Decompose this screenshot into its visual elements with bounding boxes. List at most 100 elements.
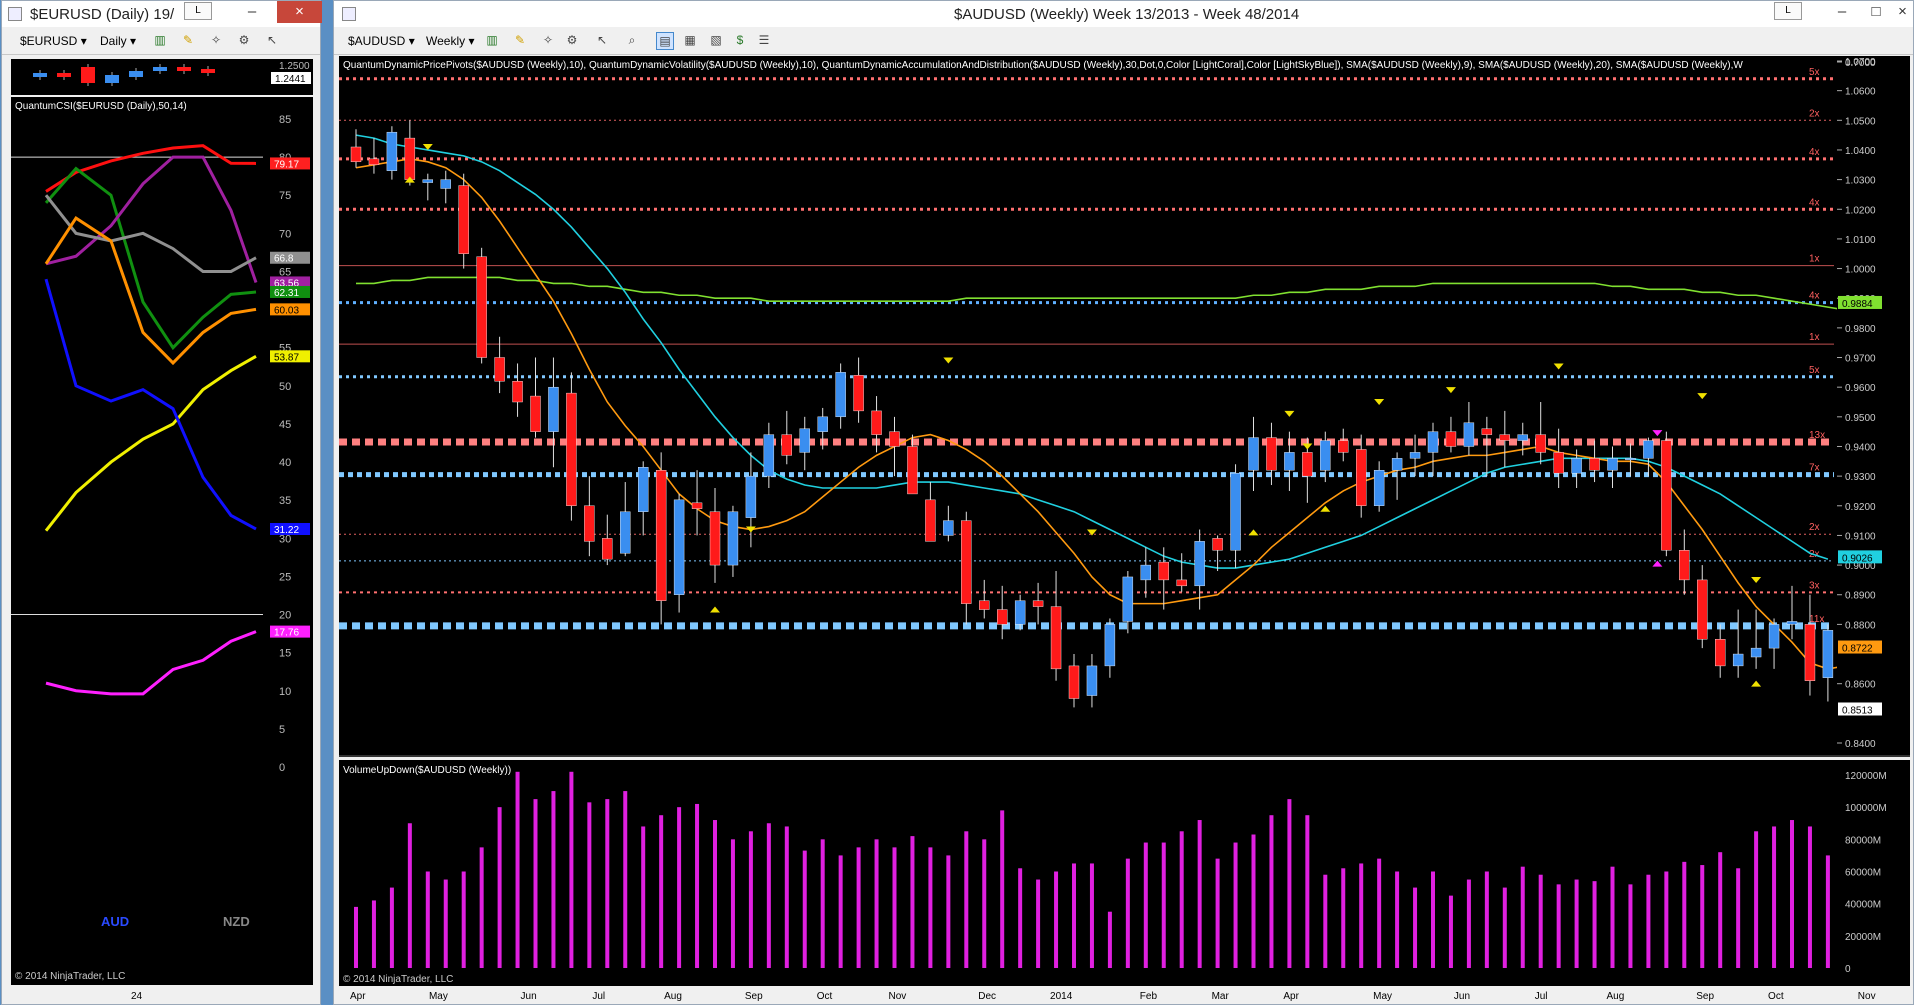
data-box-icon[interactable]: ▦ bbox=[684, 33, 696, 47]
volume-bar bbox=[1556, 884, 1561, 968]
candle-body bbox=[925, 499, 936, 542]
date-axis-label: Sep bbox=[1696, 991, 1714, 1002]
candle-body bbox=[979, 600, 990, 610]
pivot-level-tag: 4x bbox=[1809, 291, 1820, 302]
candle-body bbox=[1714, 639, 1726, 667]
strategy-icon[interactable]: ⚙ bbox=[566, 33, 578, 47]
cursor-icon[interactable]: ↖ bbox=[596, 33, 608, 47]
volume-bar bbox=[1790, 820, 1794, 968]
pivot-level-tag: 1x bbox=[1809, 332, 1820, 343]
candle-body bbox=[1248, 437, 1259, 471]
candle-body bbox=[1338, 440, 1349, 453]
arrow-down-marker bbox=[1374, 399, 1385, 406]
volume-bar bbox=[748, 831, 753, 968]
volume-bar bbox=[515, 771, 520, 968]
left-interval-dropdown[interactable]: Daily ▾ bbox=[100, 34, 137, 48]
volume-bar bbox=[838, 855, 843, 968]
price-axis-tick: 0.7000 bbox=[1845, 58, 1876, 69]
properties-icon[interactable]: ☰ bbox=[758, 33, 770, 47]
main-window-title: $AUDUSD (Weekly) Week 13/2013 - Week 48/… bbox=[954, 6, 1300, 23]
left-price-tick: 1.2500 bbox=[279, 61, 310, 72]
draw-tool-icon[interactable]: ✎ bbox=[514, 33, 526, 47]
left-symbol-dropdown[interactable]: $EURUSD ▾ bbox=[20, 34, 87, 48]
sma9-badge-text: 0.8722 bbox=[1842, 644, 1873, 655]
volume-bar bbox=[659, 815, 664, 968]
csi-value-badge-text: 60.03 bbox=[274, 305, 299, 316]
candle-body bbox=[602, 538, 613, 560]
candle-body bbox=[1391, 458, 1403, 471]
candle-body bbox=[1499, 434, 1511, 441]
date-axis-label: 2014 bbox=[1050, 991, 1073, 1002]
volume-bar bbox=[1520, 866, 1525, 968]
maximize-button[interactable]: □ bbox=[1871, 3, 1881, 20]
left-date-label: 24 bbox=[131, 991, 143, 1002]
csi-series-line bbox=[45, 155, 258, 283]
csi-value-badge-text: 53.87 bbox=[274, 352, 299, 363]
volume-axis-background bbox=[1837, 760, 1910, 986]
candle-body bbox=[1517, 434, 1528, 441]
minimize-button[interactable]: – bbox=[1837, 3, 1847, 20]
candle-body bbox=[745, 475, 757, 518]
candle-body bbox=[1373, 470, 1385, 506]
csi-series-line bbox=[44, 194, 257, 273]
strategy-icon[interactable]: ⚙ bbox=[238, 33, 250, 47]
volume-bar bbox=[856, 847, 861, 968]
csi-y-tick: 35 bbox=[279, 495, 291, 507]
csi-value-badge bbox=[270, 303, 310, 316]
main-symbol-dropdown[interactable]: $AUDUSD ▾ bbox=[348, 34, 415, 48]
candle-body bbox=[1158, 561, 1169, 581]
candle-body bbox=[548, 386, 559, 432]
chart-style-icon[interactable]: ▧ bbox=[710, 33, 722, 47]
bar-type-icon[interactable]: ▥ bbox=[486, 33, 498, 47]
volume-axis-tick: 120000M bbox=[1845, 771, 1887, 782]
csi-value-badge bbox=[270, 157, 310, 170]
csi-series-line bbox=[44, 355, 257, 532]
volume-bar bbox=[1700, 865, 1705, 968]
draw-tool-icon[interactable]: ✎ bbox=[182, 33, 194, 47]
volume-bar bbox=[1125, 858, 1130, 968]
volume-axis-tick: 0 bbox=[1845, 964, 1851, 975]
bar-type-icon[interactable]: ▥ bbox=[154, 33, 166, 47]
main-chart-window: $AUDUSD (Weekly) Week 13/2013 - Week 48/… bbox=[333, 0, 1914, 1005]
left-copyright: © 2014 NinjaTrader, LLC bbox=[15, 971, 125, 982]
candle-body bbox=[1481, 428, 1493, 435]
candle-body bbox=[1104, 624, 1116, 667]
zoom-icon[interactable]: ⌕ bbox=[628, 33, 636, 47]
price-axis-tick: 1.0200 bbox=[1845, 205, 1876, 216]
candle-body bbox=[368, 158, 380, 165]
volume-axis-tick: 20000M bbox=[1845, 932, 1881, 943]
volume-axis-tick: 40000M bbox=[1845, 900, 1881, 911]
indicator-icon[interactable]: ✧ bbox=[542, 33, 554, 47]
csi-value-badge-text: 63.56 bbox=[274, 278, 299, 289]
indicator-icon[interactable]: ✧ bbox=[210, 33, 222, 47]
volume-bar bbox=[1574, 879, 1579, 968]
left-l-button[interactable]: L bbox=[184, 2, 212, 20]
money-icon[interactable]: $ bbox=[736, 33, 744, 47]
volume-bar bbox=[1179, 831, 1184, 968]
price-axis-tick: 1.0700 bbox=[1845, 57, 1876, 68]
candle-body bbox=[566, 392, 577, 506]
interval-label: Daily bbox=[100, 34, 127, 48]
main-interval-dropdown[interactable]: Weekly ▾ bbox=[426, 34, 475, 48]
date-axis-label: Apr bbox=[350, 991, 366, 1002]
candle-body bbox=[727, 511, 739, 566]
close-button[interactable]: × bbox=[1898, 3, 1907, 20]
candle-body bbox=[1014, 600, 1026, 625]
candle-body bbox=[1697, 579, 1708, 640]
cursor-icon[interactable]: ↖ bbox=[266, 33, 278, 47]
candle-body bbox=[1463, 422, 1475, 447]
csi-value-badge-text: 62.31 bbox=[274, 288, 299, 299]
main-l-button[interactable]: L bbox=[1774, 2, 1802, 20]
volume-bar bbox=[1431, 871, 1435, 968]
minimize-button[interactable]: – bbox=[247, 3, 257, 20]
sma20-badge bbox=[1838, 550, 1882, 564]
candle-body bbox=[476, 256, 487, 358]
price-axis-tick: 1.0100 bbox=[1845, 235, 1876, 246]
chart-trader-icon[interactable]: ▤ bbox=[656, 32, 674, 50]
candle-body bbox=[1571, 458, 1582, 474]
date-axis-label: May bbox=[1373, 991, 1392, 1002]
close-button[interactable]: × bbox=[277, 1, 322, 23]
csi-y-tick: 45 bbox=[279, 419, 291, 431]
csi-y-tick: 30 bbox=[279, 533, 291, 545]
price-axis-tick: 0.9000 bbox=[1845, 561, 1876, 572]
